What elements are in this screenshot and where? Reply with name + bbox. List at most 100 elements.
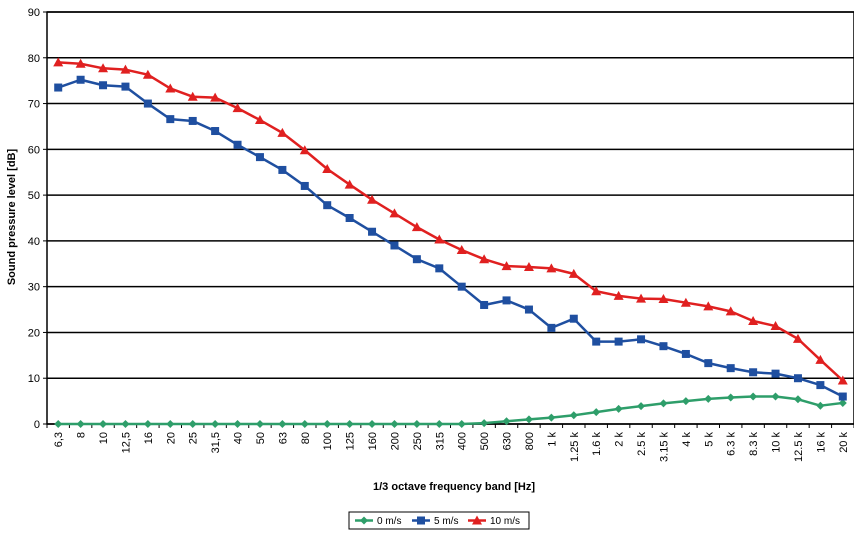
legend-swatch-marker bbox=[472, 515, 482, 525]
data-point bbox=[255, 420, 264, 428]
data-point bbox=[837, 375, 848, 385]
x-tick-label: 1.6 k bbox=[591, 432, 603, 456]
data-point bbox=[523, 261, 534, 271]
data-point bbox=[815, 354, 826, 364]
data-point bbox=[211, 420, 220, 428]
data-point bbox=[368, 227, 377, 236]
data-point bbox=[411, 222, 422, 232]
series-line bbox=[57, 78, 844, 398]
data-point bbox=[98, 63, 109, 73]
y-tick-label: 40 bbox=[28, 236, 40, 248]
legend-label: 5 m/s bbox=[434, 516, 458, 527]
data-point bbox=[637, 402, 646, 411]
data-point bbox=[323, 420, 332, 428]
data-point bbox=[165, 83, 176, 93]
data-point bbox=[143, 420, 152, 428]
x-tick-label: 2 k bbox=[614, 432, 626, 447]
data-point bbox=[323, 201, 332, 210]
data-point bbox=[121, 420, 130, 428]
data-point bbox=[838, 398, 847, 407]
x-tick-label: 16 bbox=[143, 432, 155, 444]
data-point bbox=[457, 282, 466, 291]
x-tick-label: 5 k bbox=[703, 432, 715, 447]
data-point bbox=[771, 369, 780, 378]
legend: 0 m/s 5 m/s 10 m/s bbox=[348, 511, 530, 530]
x-tick-label: 1.25 k bbox=[569, 432, 581, 462]
x-tick-label: 10 k bbox=[771, 432, 783, 453]
data-point bbox=[412, 255, 421, 264]
data-point bbox=[322, 164, 333, 174]
data-point bbox=[188, 116, 197, 125]
x-tick-label: 200 bbox=[389, 432, 401, 450]
data-point bbox=[278, 165, 287, 174]
series-0-m-s bbox=[54, 392, 847, 428]
data-point bbox=[614, 404, 623, 413]
x-tick-label: 8.3 k bbox=[748, 432, 760, 456]
y-tick-label: 60 bbox=[28, 144, 40, 156]
x-tick-label: 50 bbox=[255, 432, 267, 444]
x-tick-label: 8 bbox=[76, 432, 88, 438]
data-point bbox=[592, 337, 601, 346]
data-point bbox=[502, 296, 511, 305]
x-tick-label: 1 k bbox=[546, 432, 558, 447]
data-point bbox=[53, 57, 64, 67]
data-point bbox=[793, 374, 802, 383]
data-point bbox=[54, 420, 63, 428]
x-tick-label: 20 bbox=[165, 432, 177, 444]
y-axis-ticks: 0 10 20 30 40 50 60 70 80 90 bbox=[28, 7, 47, 431]
data-point bbox=[681, 397, 690, 406]
legend-label: 10 m/s bbox=[490, 516, 520, 527]
series-group bbox=[53, 57, 848, 428]
data-point bbox=[568, 268, 579, 278]
data-point bbox=[121, 82, 130, 91]
x-tick-label: 6,3 bbox=[53, 432, 65, 447]
x-tick-label: 2.5 k bbox=[636, 432, 648, 456]
x-tick-label: 400 bbox=[457, 432, 469, 450]
x-tick-label: 250 bbox=[412, 432, 424, 450]
data-point bbox=[681, 349, 690, 358]
x-tick-label: 16 k bbox=[815, 432, 827, 453]
data-point bbox=[636, 293, 647, 303]
data-point bbox=[547, 323, 556, 332]
y-tick-label: 80 bbox=[28, 53, 40, 65]
x-tick-label: 6.3 k bbox=[726, 432, 738, 456]
data-point bbox=[569, 411, 578, 420]
grid-lines bbox=[47, 11, 854, 425]
data-point bbox=[278, 420, 287, 428]
legend-swatch-marker bbox=[417, 516, 425, 525]
x-tick-label: 160 bbox=[367, 432, 379, 450]
data-point bbox=[613, 290, 624, 300]
plot-area-frame bbox=[46, 11, 854, 425]
data-point bbox=[166, 420, 175, 428]
data-point bbox=[76, 75, 85, 84]
data-point bbox=[659, 342, 668, 351]
data-point bbox=[457, 420, 466, 428]
data-point bbox=[793, 395, 802, 404]
x-tick-label: 3.15 k bbox=[658, 432, 670, 462]
data-point bbox=[770, 321, 781, 331]
data-point bbox=[659, 399, 668, 408]
data-point bbox=[726, 364, 735, 373]
data-point bbox=[614, 337, 623, 346]
x-tick-label: 500 bbox=[479, 432, 491, 450]
y-axis-title: Sound pressure level [dB] bbox=[6, 149, 18, 286]
x-tick-label: 800 bbox=[524, 432, 536, 450]
data-point bbox=[390, 241, 399, 250]
y-tick-label: 70 bbox=[28, 99, 40, 111]
data-point bbox=[187, 91, 198, 101]
data-point bbox=[367, 194, 378, 204]
data-point bbox=[233, 420, 242, 428]
data-point bbox=[299, 145, 310, 155]
data-point bbox=[524, 415, 533, 424]
y-tick-label: 20 bbox=[28, 327, 40, 339]
data-point bbox=[435, 420, 444, 428]
data-point bbox=[368, 420, 377, 428]
data-point bbox=[479, 254, 490, 264]
x-axis-ticks: 6,3 8 10 12,5 16 20 25 31,5 40 50 63 80 100 125 160 200… bbox=[46, 424, 854, 462]
data-point bbox=[658, 294, 669, 304]
data-point bbox=[816, 381, 825, 390]
data-point bbox=[345, 214, 354, 222]
x-tick-label: 12,5 bbox=[120, 432, 132, 453]
data-point bbox=[502, 417, 511, 426]
